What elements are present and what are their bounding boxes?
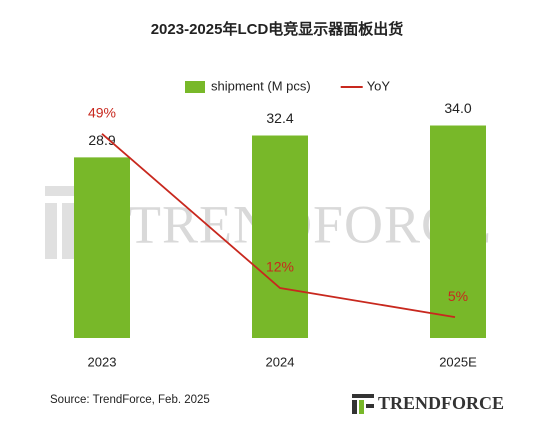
legend-label: shipment (M pcs)	[211, 78, 311, 93]
data-label: 34.0	[444, 100, 471, 116]
x-tick-label: 2025E	[439, 354, 477, 369]
logo: TRENDFORCE	[378, 393, 504, 413]
data-label: 28.9	[88, 132, 115, 148]
x-tick-label: 2023	[88, 354, 117, 369]
chart-title: 2023-2025年LCD电竞显示器面板出货	[151, 20, 404, 38]
data-label: 49%	[88, 105, 116, 121]
bar	[74, 157, 130, 338]
data-label: 32.4	[266, 110, 293, 126]
legend-swatch	[185, 81, 205, 93]
data-label: 12%	[266, 259, 294, 275]
x-tick-label: 2024	[266, 354, 295, 369]
legend-label: YoY	[367, 78, 391, 93]
bar	[252, 135, 308, 338]
line	[101, 133, 456, 319]
source: Source: TrendForce, Feb. 2025	[50, 394, 210, 406]
bar	[430, 125, 486, 338]
data-label: 5%	[448, 288, 468, 304]
logo-icon	[352, 394, 374, 414]
